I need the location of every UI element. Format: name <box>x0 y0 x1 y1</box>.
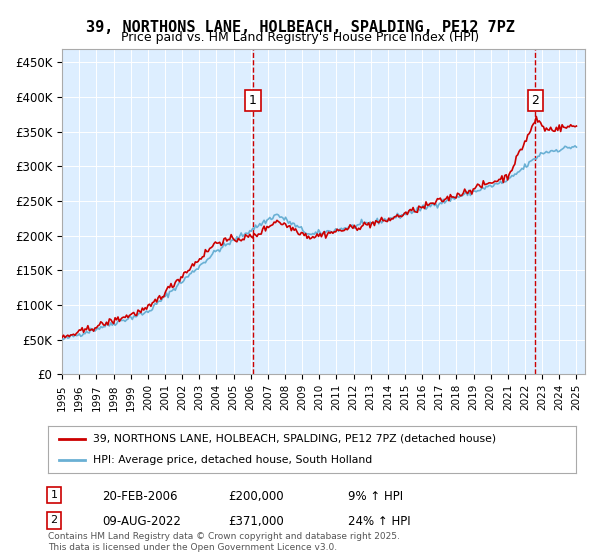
Text: Contains HM Land Registry data © Crown copyright and database right 2025.
This d: Contains HM Land Registry data © Crown c… <box>48 532 400 552</box>
Text: Price paid vs. HM Land Registry's House Price Index (HPI): Price paid vs. HM Land Registry's House … <box>121 31 479 44</box>
Text: £371,000: £371,000 <box>228 515 284 528</box>
Text: 09-AUG-2022: 09-AUG-2022 <box>102 515 181 528</box>
Text: 2: 2 <box>532 94 539 107</box>
Text: 1: 1 <box>50 490 58 500</box>
Text: 2: 2 <box>50 515 58 525</box>
Text: 24% ↑ HPI: 24% ↑ HPI <box>348 515 410 528</box>
Text: 39, NORTHONS LANE, HOLBEACH, SPALDING, PE12 7PZ: 39, NORTHONS LANE, HOLBEACH, SPALDING, P… <box>86 20 514 35</box>
Text: 20-FEB-2006: 20-FEB-2006 <box>102 490 178 503</box>
Text: 39, NORTHONS LANE, HOLBEACH, SPALDING, PE12 7PZ (detached house): 39, NORTHONS LANE, HOLBEACH, SPALDING, P… <box>93 434 496 444</box>
Text: 1: 1 <box>249 94 257 107</box>
Text: 9% ↑ HPI: 9% ↑ HPI <box>348 490 403 503</box>
Text: HPI: Average price, detached house, South Holland: HPI: Average price, detached house, Sout… <box>93 455 372 465</box>
Text: £200,000: £200,000 <box>228 490 284 503</box>
